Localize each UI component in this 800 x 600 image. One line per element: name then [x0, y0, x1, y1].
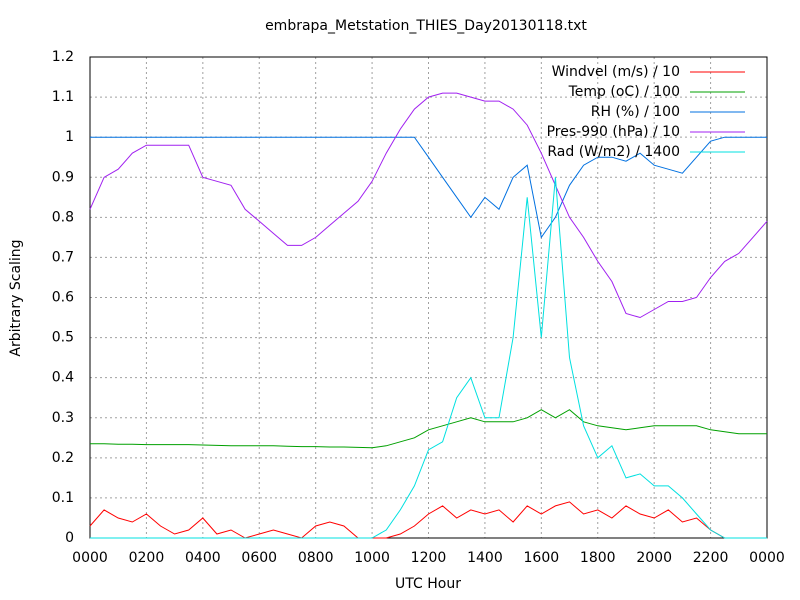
y-axis-label: Arbitrary Scaling: [8, 239, 24, 356]
series-line: [89, 92, 768, 319]
x-tick-label: 1600: [524, 550, 560, 566]
x-tick-label: 2000: [636, 550, 672, 566]
x-axis-label: UTC Hour: [395, 576, 461, 592]
y-tick-label: 0.3: [52, 410, 74, 426]
x-tick-label: 1800: [580, 550, 616, 566]
x-tick-label: 0200: [129, 550, 165, 566]
legend-label: Windvel (m/s) / 10: [552, 64, 680, 80]
x-tick-label: 1000: [354, 550, 390, 566]
x-tick-label: 0000: [749, 550, 785, 566]
series-line: [90, 136, 767, 239]
y-tick-label: 0.4: [52, 370, 74, 386]
y-tick-label: 0.2: [52, 450, 74, 466]
x-tick-label: 0000: [72, 550, 108, 566]
y-tick-label: 0.1: [52, 490, 74, 506]
legend-label: Rad (W/m2) / 1400: [547, 144, 680, 160]
legend-label: Pres-990 (hPa) / 10: [547, 124, 680, 140]
x-tick-label: 0800: [298, 550, 334, 566]
y-tick-label: 0.5: [52, 330, 74, 346]
y-tick-label: 0.9: [52, 169, 74, 185]
x-tick-label: 0400: [185, 550, 221, 566]
x-tick-label: 0600: [241, 550, 277, 566]
series-line: [89, 501, 767, 539]
chart-title: embrapa_Metstation_THIES_Day20130118.txt: [265, 18, 587, 34]
y-tick-label: 0.7: [52, 249, 74, 265]
series-line: [90, 409, 767, 449]
plot-border: [89, 56, 768, 539]
legend-label: RH (%) / 100: [591, 104, 680, 120]
y-tick-label: 0: [65, 530, 74, 546]
x-tick-label: 1200: [411, 550, 447, 566]
x-tick-label: 1400: [467, 550, 503, 566]
y-tick-label: 1: [65, 129, 74, 145]
y-tick-label: 0.8: [52, 209, 74, 225]
y-tick-label: 0.6: [52, 290, 74, 306]
legend-label: Temp (oC) / 100: [568, 84, 680, 100]
series-line: [90, 177, 767, 539]
y-tick-label: 1.2: [52, 49, 74, 65]
y-tick-label: 1.1: [52, 89, 74, 105]
x-tick-label: 2200: [693, 550, 729, 566]
